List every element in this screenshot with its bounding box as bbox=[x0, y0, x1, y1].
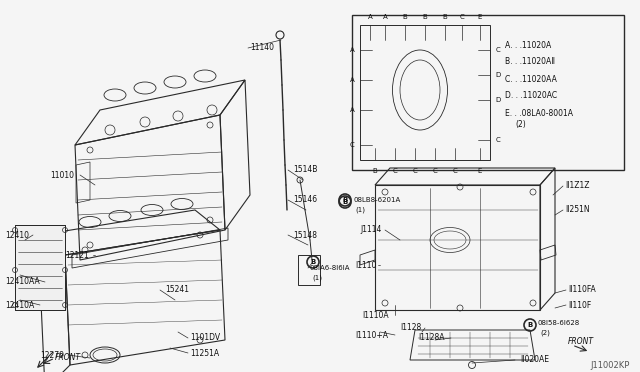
Text: C: C bbox=[392, 168, 397, 174]
Text: I1128: I1128 bbox=[400, 324, 421, 333]
Text: B: B bbox=[310, 259, 316, 265]
Text: 15146: 15146 bbox=[293, 196, 317, 205]
Polygon shape bbox=[15, 225, 65, 310]
Text: D: D bbox=[495, 72, 500, 78]
Text: B: B bbox=[527, 322, 532, 328]
Text: B: B bbox=[342, 197, 348, 203]
Text: A: A bbox=[367, 14, 372, 20]
Text: I1110: I1110 bbox=[355, 260, 376, 269]
Text: 11251A: 11251A bbox=[190, 349, 219, 357]
Text: II1Z1Z: II1Z1Z bbox=[565, 182, 589, 190]
Text: 08I58-6I628: 08I58-6I628 bbox=[538, 320, 580, 326]
Text: II251N: II251N bbox=[565, 205, 589, 215]
Text: A: A bbox=[349, 107, 355, 113]
Text: E: E bbox=[478, 14, 482, 20]
Text: I1110A: I1110A bbox=[362, 311, 388, 320]
Text: (2): (2) bbox=[540, 330, 550, 336]
Text: 12279: 12279 bbox=[40, 350, 64, 359]
Text: E: E bbox=[478, 168, 482, 174]
Text: E. . .08LA0-8001A: E. . .08LA0-8001A bbox=[505, 109, 573, 118]
Bar bbox=[352, 15, 624, 170]
Text: II110FA: II110FA bbox=[568, 285, 596, 295]
Text: (1): (1) bbox=[312, 275, 322, 281]
Text: A. . .11020A: A. . .11020A bbox=[505, 41, 551, 49]
Text: (2): (2) bbox=[515, 121, 525, 129]
Text: C: C bbox=[495, 47, 500, 53]
Text: (1): (1) bbox=[355, 207, 365, 213]
Text: 15148: 15148 bbox=[293, 231, 317, 240]
Text: 12410AA: 12410AA bbox=[5, 278, 40, 286]
Text: B: B bbox=[342, 199, 348, 205]
Text: B: B bbox=[422, 14, 428, 20]
Text: I1128A: I1128A bbox=[418, 334, 445, 343]
Text: 1514B: 1514B bbox=[293, 166, 317, 174]
Text: J1114: J1114 bbox=[360, 225, 381, 234]
Text: 08IA6-8I6IA: 08IA6-8I6IA bbox=[310, 265, 351, 271]
Text: 11010: 11010 bbox=[50, 170, 74, 180]
Text: C: C bbox=[349, 142, 355, 148]
Text: FRONT: FRONT bbox=[568, 337, 594, 346]
Text: 12121: 12121 bbox=[65, 250, 89, 260]
Text: B: B bbox=[372, 168, 378, 174]
Text: B: B bbox=[443, 14, 447, 20]
Text: J11002KP: J11002KP bbox=[590, 360, 629, 369]
Text: B: B bbox=[403, 14, 408, 20]
Text: II020AE: II020AE bbox=[520, 356, 549, 365]
Text: D. . .11020AC: D. . .11020AC bbox=[505, 92, 557, 100]
Text: A: A bbox=[349, 77, 355, 83]
Text: A: A bbox=[349, 47, 355, 53]
Text: FRONT: FRONT bbox=[55, 353, 81, 362]
Text: I1110+A: I1110+A bbox=[355, 330, 388, 340]
Text: B. . .11020AⅡ: B. . .11020AⅡ bbox=[505, 58, 555, 67]
Text: C: C bbox=[413, 168, 417, 174]
Text: A: A bbox=[383, 14, 387, 20]
Text: C. . .11020AA: C. . .11020AA bbox=[505, 74, 557, 83]
Text: C: C bbox=[433, 168, 437, 174]
Text: 08LB8-6201A: 08LB8-6201A bbox=[353, 197, 400, 203]
Text: 12410: 12410 bbox=[5, 231, 29, 240]
Text: C: C bbox=[452, 168, 458, 174]
Text: 11140: 11140 bbox=[250, 44, 274, 52]
Text: C: C bbox=[495, 137, 500, 143]
Text: 1101DV: 1101DV bbox=[190, 334, 220, 343]
Text: 15241: 15241 bbox=[165, 285, 189, 295]
Text: D: D bbox=[495, 97, 500, 103]
Text: 12410A: 12410A bbox=[5, 301, 35, 310]
Text: C: C bbox=[460, 14, 465, 20]
Text: II110F: II110F bbox=[568, 301, 591, 310]
